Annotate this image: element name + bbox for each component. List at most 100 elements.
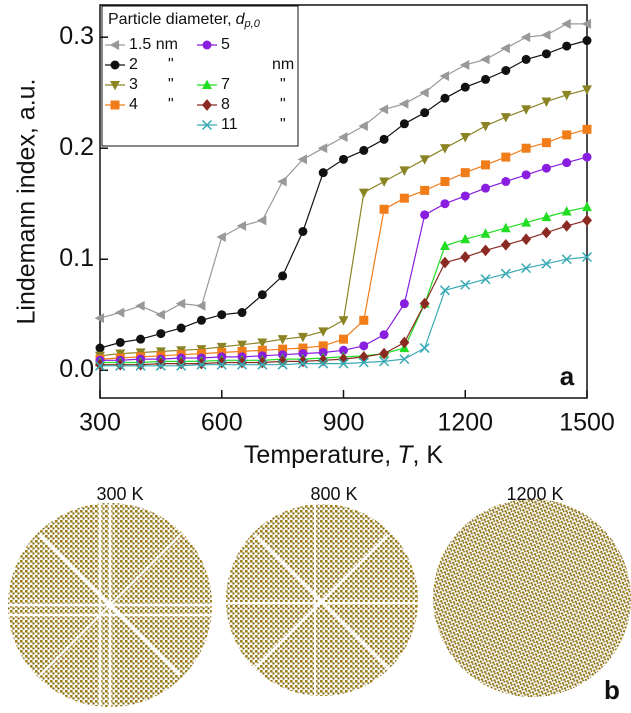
marker bbox=[156, 329, 165, 338]
sphere-images bbox=[8, 499, 631, 707]
legend-label: 2 bbox=[129, 56, 138, 73]
marker bbox=[583, 125, 592, 134]
marker bbox=[420, 344, 429, 353]
marker bbox=[358, 121, 367, 131]
image-caption: 1200 K bbox=[506, 484, 563, 504]
marker bbox=[481, 184, 490, 193]
y-axis-label: Lindemann index, a.u. bbox=[13, 78, 41, 324]
y-tick-label: 0.1 bbox=[59, 244, 94, 272]
marker bbox=[359, 146, 368, 155]
marker bbox=[278, 271, 287, 280]
marker bbox=[359, 316, 368, 325]
marker bbox=[155, 310, 164, 320]
marker bbox=[420, 298, 430, 310]
marker bbox=[501, 153, 510, 162]
marker bbox=[440, 144, 450, 153]
x-tick-label: 300 bbox=[79, 409, 121, 437]
legend-title-part: Particle diameter, bbox=[108, 11, 232, 28]
marker bbox=[380, 330, 389, 339]
marker bbox=[238, 308, 247, 317]
legend-title: Particle diameter,dp,0 bbox=[108, 11, 261, 30]
marker bbox=[541, 30, 550, 40]
marker bbox=[440, 94, 449, 103]
figure: 0.00.10.20.330060090012001500Lindemann i… bbox=[0, 0, 631, 713]
marker bbox=[359, 189, 369, 198]
marker bbox=[522, 55, 531, 64]
marker bbox=[542, 49, 551, 58]
marker bbox=[481, 275, 490, 284]
marker bbox=[177, 324, 186, 333]
marker bbox=[481, 122, 491, 131]
marker bbox=[562, 42, 571, 51]
marker bbox=[176, 299, 185, 309]
legend-label: 11 bbox=[221, 116, 238, 133]
x-axis-label: Temperature,T, K bbox=[244, 441, 443, 469]
marker bbox=[400, 119, 409, 128]
marker bbox=[440, 199, 449, 208]
marker bbox=[399, 337, 409, 349]
marker bbox=[461, 280, 470, 289]
marker bbox=[419, 88, 428, 98]
marker bbox=[542, 138, 551, 147]
marker bbox=[582, 202, 592, 211]
marker bbox=[380, 135, 389, 144]
marker bbox=[420, 155, 430, 164]
marker bbox=[500, 43, 509, 53]
marker bbox=[116, 338, 125, 347]
marker bbox=[257, 215, 266, 225]
marker bbox=[196, 301, 205, 311]
marker bbox=[379, 177, 389, 186]
legend-unit: " bbox=[280, 116, 286, 133]
marker bbox=[521, 105, 531, 114]
marker bbox=[562, 130, 571, 139]
marker bbox=[111, 101, 120, 110]
marker bbox=[136, 335, 145, 344]
marker bbox=[501, 239, 511, 251]
legend-label: 3 bbox=[129, 76, 138, 93]
image-caption: 300 K bbox=[96, 484, 143, 504]
marker bbox=[460, 251, 470, 263]
marker bbox=[460, 60, 469, 70]
marker bbox=[542, 164, 551, 173]
marker bbox=[217, 310, 226, 319]
marker bbox=[541, 227, 551, 239]
marker bbox=[203, 41, 212, 50]
marker bbox=[96, 344, 105, 353]
panel-label: b bbox=[604, 675, 620, 705]
marker bbox=[440, 177, 449, 186]
marker bbox=[359, 341, 368, 350]
marker bbox=[277, 177, 286, 187]
marker bbox=[481, 160, 490, 169]
marker bbox=[521, 32, 530, 42]
marker bbox=[111, 61, 120, 70]
marker bbox=[258, 290, 267, 299]
marker bbox=[399, 99, 408, 109]
marker bbox=[501, 66, 510, 75]
panel-label: a bbox=[560, 361, 575, 391]
marker bbox=[319, 168, 328, 177]
marker bbox=[440, 257, 450, 269]
marker bbox=[480, 54, 489, 64]
marker bbox=[339, 316, 349, 325]
legend-unit: nm bbox=[272, 56, 294, 73]
marker bbox=[115, 308, 124, 318]
marker bbox=[583, 153, 592, 162]
y-tick-label: 0.2 bbox=[59, 133, 94, 161]
marker bbox=[237, 221, 246, 231]
legend-unit: " bbox=[280, 76, 286, 93]
marker bbox=[440, 286, 449, 295]
sphere-1200k bbox=[433, 499, 631, 697]
marker bbox=[135, 301, 144, 311]
marker bbox=[318, 143, 327, 153]
marker bbox=[521, 233, 531, 245]
x-tick-label: 600 bbox=[201, 409, 243, 437]
marker bbox=[339, 155, 348, 164]
image-caption: 800 K bbox=[310, 484, 357, 504]
legend-label: 8 bbox=[221, 96, 230, 113]
marker bbox=[582, 215, 592, 227]
marker bbox=[501, 269, 510, 278]
marker bbox=[298, 356, 308, 368]
marker bbox=[400, 194, 409, 203]
legend-unit: " bbox=[168, 76, 174, 93]
marker bbox=[420, 210, 429, 219]
